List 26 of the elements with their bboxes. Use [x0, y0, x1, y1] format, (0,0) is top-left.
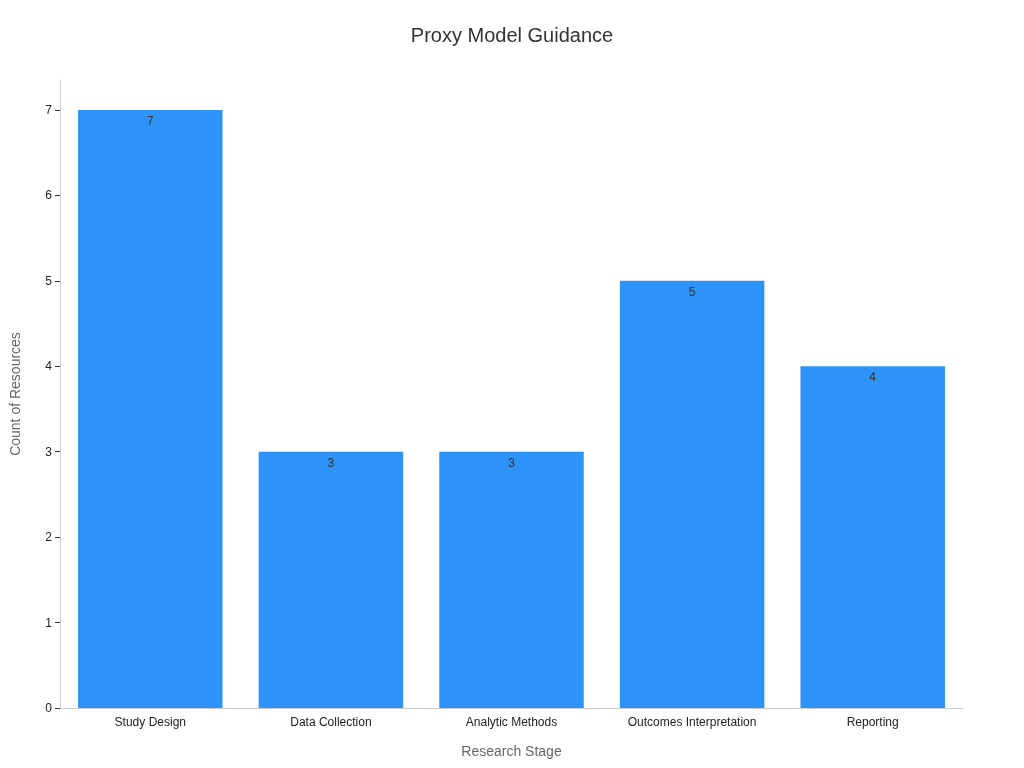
x-tick-label: Outcomes Interpretation	[627, 715, 757, 729]
chart-title: Proxy Model Guidance	[410, 24, 614, 46]
y-axis-title: Count of Resources	[7, 332, 23, 456]
bar	[258, 451, 404, 708]
x-tick-label: Data Collection	[290, 715, 372, 729]
bar	[619, 280, 765, 708]
data-label: 4	[869, 370, 877, 385]
y-tick-label: 6	[45, 188, 53, 203]
y-tick-label: 2	[45, 530, 53, 545]
bar	[439, 451, 584, 708]
x-tick-label: Reporting	[846, 715, 899, 729]
data-label: 3	[508, 455, 516, 470]
data-label: 7	[146, 113, 154, 128]
y-tick-label: 1	[45, 615, 53, 630]
data-label: 3	[327, 455, 335, 470]
x-tick-label: Study Design	[114, 715, 186, 729]
y-tick-label: 0	[45, 701, 53, 715]
data-label: 5	[688, 284, 696, 299]
bar	[78, 109, 223, 708]
x-axis-title: Research Stage	[461, 743, 562, 759]
bar	[800, 366, 945, 708]
y-tick-label: 3	[45, 444, 53, 459]
y-tick-label: 7	[45, 102, 53, 117]
y-tick-label: 5	[45, 273, 53, 288]
y-tick-label: 4	[45, 359, 53, 374]
x-tick-label: Analytic Methods	[465, 715, 558, 729]
